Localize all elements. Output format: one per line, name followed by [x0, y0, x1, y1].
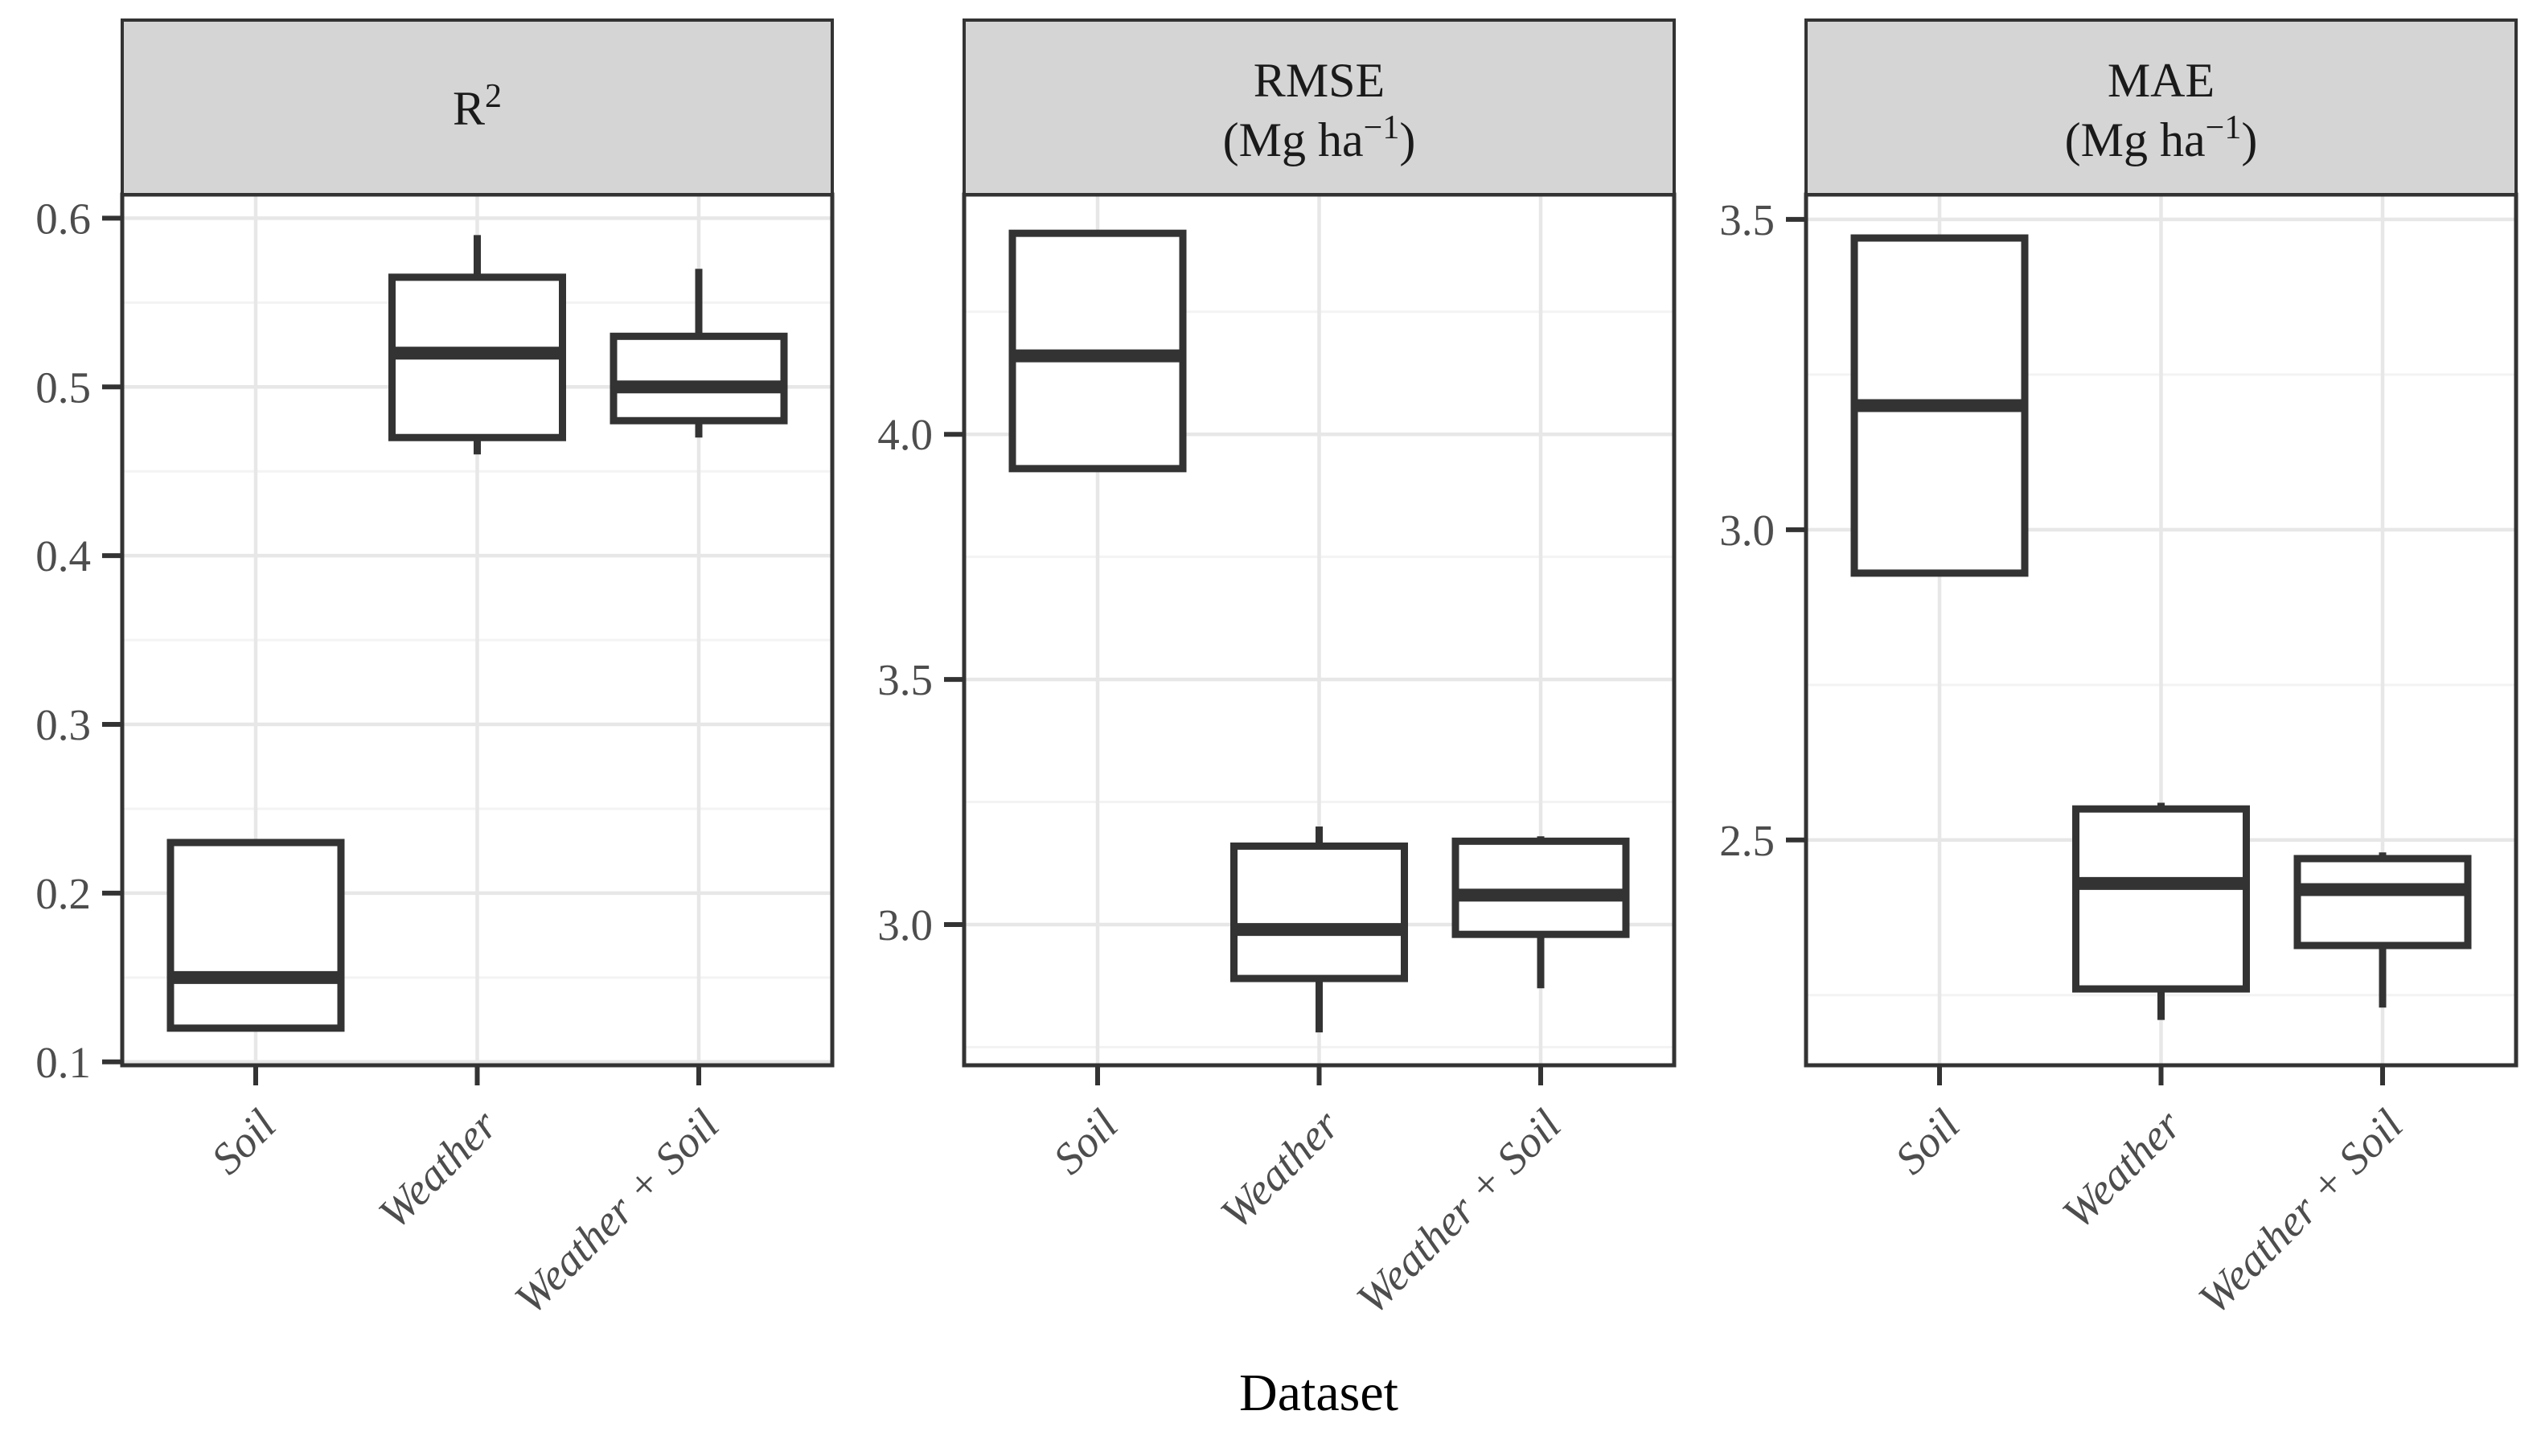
y-tick-label: 0.4: [35, 531, 91, 580]
x-tick-label-weather-soil: Weather + Soil: [1347, 1100, 1570, 1323]
iqr-box: [166, 839, 345, 1032]
facet-strip: [963, 18, 1676, 196]
boxplot-weather: [2072, 802, 2250, 1020]
boxplot-soil: [1850, 234, 2029, 577]
x-tick-label-soil: Soil: [1886, 1100, 1969, 1183]
strip-title: (Mg ha−1​): [1223, 109, 1416, 166]
panel-2: RMSE(Mg ha−1​) 4.0 3.5 3.0 Soil WeatherWeathe…: [877, 18, 1677, 1323]
boxplot-weather: [1230, 826, 1408, 1033]
boxplot-weather-soil: [2293, 852, 2472, 1008]
y-tick-label: 3.5: [877, 655, 933, 704]
y-tick-label: 3.0: [1719, 506, 1775, 555]
y-tick-label: 3.0: [877, 900, 933, 949]
strip-title: R2​: [453, 78, 502, 135]
y-tick-label: 3.5: [1719, 195, 1775, 244]
y-tick-label: 2.5: [1719, 816, 1775, 865]
strip-title: (Mg ha−1​): [2065, 109, 2258, 166]
y-tick-label: 0.5: [35, 363, 91, 412]
iqr-box: [1451, 837, 1630, 938]
iqr-box: [1230, 842, 1408, 982]
y-tick-label: 0.2: [35, 869, 91, 918]
strip-title: MAE: [2108, 54, 2215, 107]
iqr-box: [2072, 805, 2250, 993]
x-tick-label-weather-soil: Weather + Soil: [505, 1100, 729, 1323]
panel-3: MAE(Mg ha−1​) 3.5 3.0 2.5 Soil WeatherWeather…: [1719, 18, 2518, 1323]
boxplot-weather: [388, 235, 566, 455]
panel-1: R2​ 0.6 0.5 0.4 0.3 0.2 0.1 Soil WeatherWeather …: [35, 18, 835, 1323]
facet-strip: [121, 18, 834, 196]
facet-strip: [1804, 18, 2518, 196]
x-tick-label-soil: Soil: [202, 1100, 285, 1183]
y-tick-label: 0.6: [35, 194, 91, 243]
iqr-box: [2293, 855, 2472, 949]
x-tick-label-weather: Weather: [2053, 1100, 2191, 1238]
boxplot-weather-soil: [1451, 836, 1630, 989]
x-tick-label-weather-soil: Weather + Soil: [2189, 1100, 2412, 1323]
x-tick-label-weather: Weather: [369, 1100, 507, 1238]
x-axis-title: Dataset: [1239, 1364, 1398, 1422]
boxplot-weather-soil: [610, 269, 788, 438]
y-tick-label: 0.1: [35, 1038, 91, 1087]
boxplot-soil: [1008, 229, 1187, 473]
y-tick-label: 0.3: [35, 700, 91, 749]
x-tick-label-weather: Weather: [1211, 1100, 1349, 1238]
y-tick-label: 4.0: [877, 410, 933, 459]
boxplot-soil: [166, 839, 345, 1032]
x-tick-label-soil: Soil: [1044, 1100, 1127, 1183]
strip-title: RMSE: [1254, 54, 1385, 107]
iqr-box: [610, 332, 788, 424]
